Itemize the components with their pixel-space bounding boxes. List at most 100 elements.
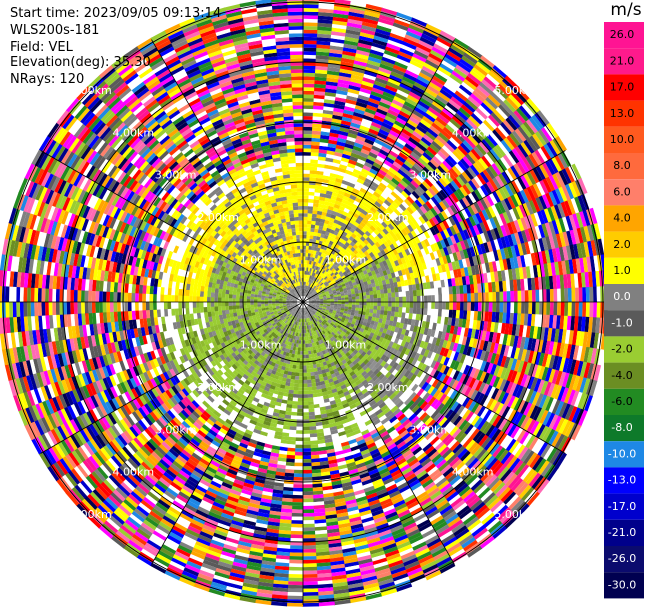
velocity-bin xyxy=(398,296,403,303)
velocity-bin xyxy=(337,298,342,301)
velocity-bin xyxy=(416,308,421,315)
velocity-bin xyxy=(399,47,415,57)
velocity-bin xyxy=(309,235,314,240)
velocity-bin xyxy=(324,262,328,267)
velocity-bin xyxy=(393,95,406,105)
velocity-bin xyxy=(409,296,414,303)
velocity-bin xyxy=(433,182,443,193)
velocity-bin xyxy=(417,157,428,167)
velocity-bin xyxy=(312,396,319,402)
velocity-bin xyxy=(303,33,318,38)
velocity-bin xyxy=(364,230,372,237)
velocity-bin xyxy=(317,285,321,289)
velocity-bin xyxy=(303,159,311,163)
velocity-bin xyxy=(381,7,398,16)
velocity-bin xyxy=(363,141,374,149)
velocity-bin xyxy=(386,206,394,214)
velocity-bin xyxy=(391,99,405,108)
velocity-bin xyxy=(338,260,343,265)
velocity-bin xyxy=(386,170,396,178)
velocity-bin xyxy=(306,238,310,243)
velocity-bin xyxy=(426,56,442,67)
velocity-bin xyxy=(330,34,346,41)
velocity-bin xyxy=(352,63,367,71)
velocity-bin xyxy=(390,287,395,293)
velocity-bin xyxy=(302,459,312,463)
velocity-bin xyxy=(429,125,441,136)
velocity-bin xyxy=(303,126,313,131)
velocity-bin xyxy=(445,294,450,303)
velocity-bin xyxy=(305,281,308,286)
velocity-bin xyxy=(308,249,312,254)
velocity-bin xyxy=(419,205,428,215)
velocity-bin xyxy=(309,426,317,431)
velocity-bin xyxy=(354,105,367,112)
velocity-bin xyxy=(409,302,414,309)
velocity-bin xyxy=(376,226,383,234)
velocity-bin xyxy=(372,222,379,230)
velocity-bin xyxy=(305,347,309,352)
velocity-bin xyxy=(303,87,315,92)
velocity-bin xyxy=(316,210,323,216)
velocity-bin xyxy=(467,166,478,179)
velocity-bin xyxy=(312,116,323,121)
velocity-bin xyxy=(510,290,515,303)
velocity-bin xyxy=(302,498,314,503)
velocity-bin xyxy=(302,387,308,391)
velocity-bin xyxy=(467,293,471,303)
velocity-bin xyxy=(468,115,481,128)
velocity-bin xyxy=(387,109,400,118)
velocity-bin xyxy=(410,112,423,123)
velocity-bin xyxy=(372,213,380,221)
velocity-bin xyxy=(430,288,435,296)
velocity-bin xyxy=(397,113,410,123)
velocity-bin xyxy=(393,208,402,217)
velocity-bin xyxy=(302,484,313,488)
velocity-bin xyxy=(429,173,439,183)
velocity-bin xyxy=(391,297,396,303)
velocity-bin xyxy=(436,36,453,48)
velocity-bin xyxy=(395,302,399,308)
velocity-bin xyxy=(433,194,443,204)
velocity-bin xyxy=(315,288,319,292)
velocity-bin xyxy=(330,125,341,131)
velocity-bin xyxy=(488,292,493,303)
velocity-bin xyxy=(305,260,308,264)
velocity-bin xyxy=(331,165,340,172)
velocity-bin xyxy=(416,142,428,153)
velocity-bin xyxy=(311,145,320,150)
velocity-bin xyxy=(361,184,370,191)
velocity-bin xyxy=(379,230,387,238)
velocity-bin xyxy=(377,21,394,30)
velocity-bin xyxy=(302,441,311,445)
velocity-bin xyxy=(427,302,432,310)
velocity-bin xyxy=(325,157,334,163)
velocity-bin xyxy=(302,423,310,427)
velocity-bin xyxy=(374,175,384,183)
velocity-bin xyxy=(313,101,325,107)
velocity-bin xyxy=(311,276,315,281)
velocity-bin xyxy=(449,73,464,85)
velocity-bin xyxy=(306,289,309,294)
velocity-bin xyxy=(310,287,313,292)
velocity-bin xyxy=(372,118,384,126)
velocity-bin xyxy=(364,138,375,146)
velocity-bin xyxy=(303,80,316,84)
velocity-bin xyxy=(358,35,375,43)
velocity-bin xyxy=(455,285,460,295)
velocity-bin xyxy=(343,106,356,112)
velocity-bin xyxy=(316,47,331,53)
velocity-bin xyxy=(465,153,476,165)
velocity-bin xyxy=(306,289,309,294)
velocity-bin xyxy=(411,190,421,200)
velocity-bin xyxy=(415,46,431,57)
velocity-bin xyxy=(335,144,345,151)
velocity-bin xyxy=(341,268,346,274)
velocity-bin xyxy=(334,256,339,262)
velocity-bin xyxy=(302,491,314,496)
velocity-bin xyxy=(502,119,516,134)
velocity-bin xyxy=(437,287,442,296)
velocity-bin xyxy=(318,275,322,280)
velocity-bin xyxy=(427,106,441,117)
